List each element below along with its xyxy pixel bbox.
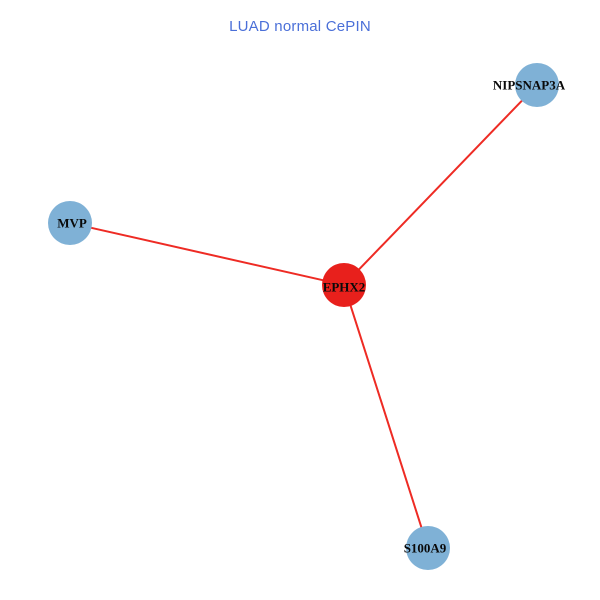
node-label-s100a9: S100A9 [404, 541, 447, 556]
nodes-layer: NIPSNAP3A MVP EPHX2 S100A9 [48, 63, 566, 570]
graph-node-nipsnap3a[interactable]: NIPSNAP3A [493, 63, 566, 107]
graph-node-mvp[interactable]: MVP [48, 201, 92, 245]
edge-ephx2-mvp[interactable] [88, 226, 326, 282]
node-circle-ephx2[interactable] [322, 263, 366, 307]
edges-layer [88, 98, 525, 530]
page-title: LUAD normal CePIN [229, 18, 371, 35]
graph-node-s100a9[interactable]: S100A9 [404, 526, 450, 570]
node-circle-nipsnap3a[interactable] [515, 63, 559, 107]
edge-ephx2-nipsnap3a[interactable] [356, 98, 525, 272]
node-label-ephx2: EPHX2 [323, 280, 366, 295]
node-circle-s100a9[interactable] [406, 526, 450, 570]
edge-ephx2-s100a9[interactable] [349, 303, 423, 530]
node-label-mvp: MVP [57, 216, 87, 231]
graph-node-ephx2[interactable]: EPHX2 [322, 263, 366, 307]
node-label-nipsnap3a: NIPSNAP3A [493, 78, 566, 93]
node-circle-mvp[interactable] [48, 201, 92, 245]
